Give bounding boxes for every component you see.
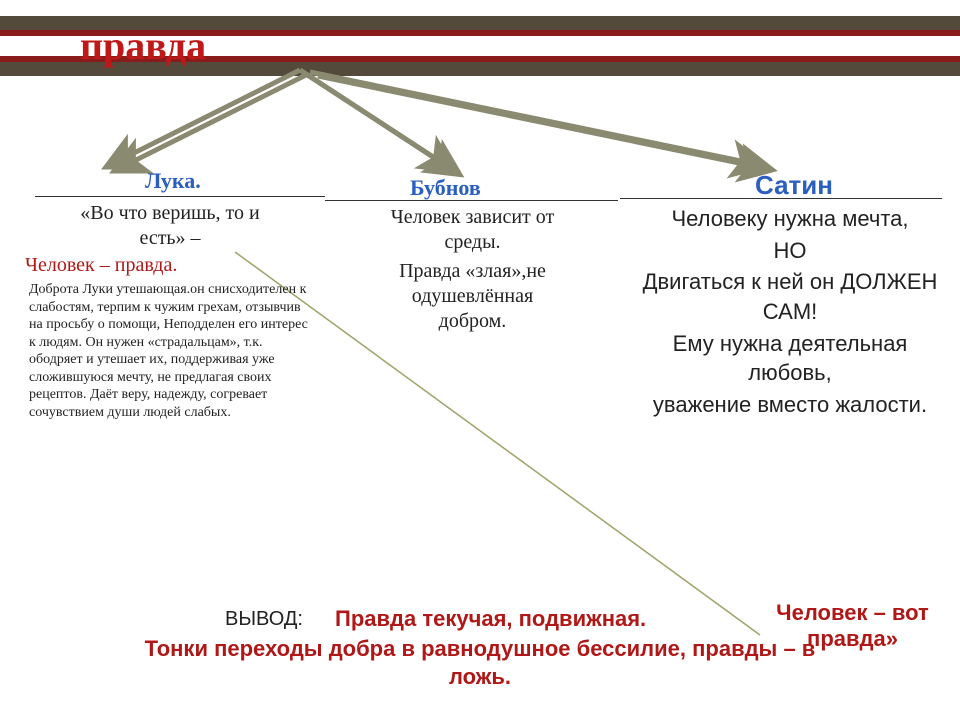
bubnov-l2: среды. (335, 231, 610, 254)
branch-arrow (110, 70, 300, 165)
column-head-bubnov: Бубнов (410, 175, 481, 201)
branch-arrow (318, 76, 768, 169)
bubnov-l3: Правда «злая»,не (335, 260, 610, 283)
luka-body: Доброта Луки утешающая.он снисходителен … (25, 281, 315, 421)
bubnov-l5: добром. (335, 310, 610, 333)
luka-quote-l2: есть» – (25, 227, 315, 250)
column-luka: «Во что веришь, то и есть» – Человек – п… (25, 200, 315, 421)
branch-arrow (310, 72, 760, 165)
arrow-group (110, 70, 768, 172)
conclusion-line2b: ложь. (0, 664, 960, 690)
satin-body-line: Двигаться к ней он ДОЛЖЕН САМ! (640, 267, 940, 326)
column-bubnov: Человек зависит от среды. Правда «злая»,… (335, 204, 610, 335)
satin-body-line: НО (640, 236, 940, 266)
underline-luka (35, 196, 325, 197)
stage: правда Лука. Бубнов Сатин «Во что веришь… (0, 0, 960, 720)
satin-body: Человеку нужна мечта,НОДвигаться к ней о… (640, 204, 940, 420)
conclusion-label: ВЫВОД: (225, 608, 303, 631)
column-head-satin: Сатин (755, 170, 833, 201)
branch-arrow (118, 74, 308, 169)
column-satin: Человеку нужна мечта,НОДвигаться к ней о… (640, 202, 940, 422)
satin-body-line: Ему нужна деятельная любовь, (640, 329, 940, 388)
branch-arrow (306, 74, 456, 172)
luka-quote-l1: «Во что веришь, то и (25, 202, 315, 225)
bubnov-l4: одушевлённая (335, 285, 610, 308)
bubnov-l1: Человек зависит от (335, 206, 610, 229)
conclusion-line2a: Тонки переходы добра в равнодушное бесси… (0, 636, 960, 662)
satin-body-line: Человеку нужна мечта, (640, 204, 940, 234)
underline-satin (620, 198, 942, 199)
satin-body-line: уважение вместо жалости. (640, 390, 940, 420)
branch-arrow (300, 70, 450, 168)
underline-bubnov (325, 200, 618, 201)
conclusion-line1: Правда текучая, подвижная. (335, 606, 646, 632)
column-head-luka: Лука. (145, 168, 201, 194)
luka-subhead-red: Человек – правда. (25, 254, 315, 277)
page-title: правда (80, 22, 206, 69)
satin-footer-l1: Человек – вот (745, 600, 960, 626)
